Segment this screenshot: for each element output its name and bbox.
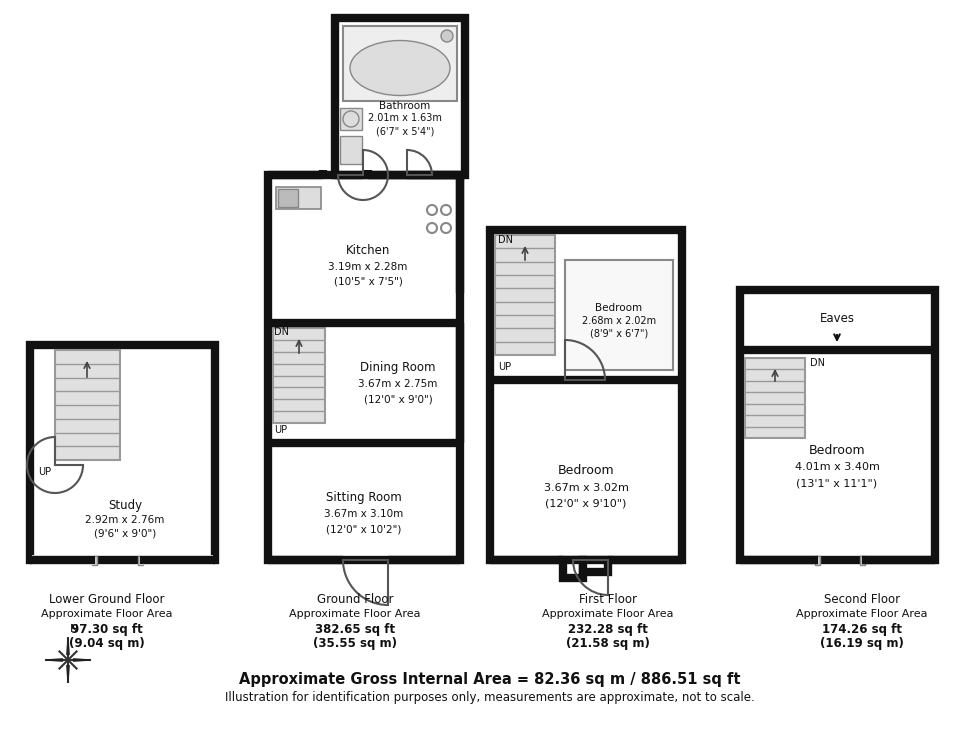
- Text: Dining Room: Dining Room: [361, 362, 436, 374]
- Text: Approximate Floor Area: Approximate Floor Area: [542, 609, 674, 619]
- Bar: [495, 235, 555, 355]
- Text: 3.19m x 2.28m: 3.19m x 2.28m: [328, 262, 408, 272]
- Text: Illustration for identification purposes only, measurements are approximate, not: Illustration for identification purposes…: [225, 691, 755, 704]
- Text: First Floor: First Floor: [579, 593, 637, 606]
- Text: Bedroom: Bedroom: [808, 443, 865, 457]
- Text: Study: Study: [108, 498, 142, 511]
- Text: (6'7" x 5'4"): (6'7" x 5'4"): [375, 126, 434, 136]
- Bar: [490, 230, 682, 560]
- Text: Eaves: Eaves: [819, 312, 855, 325]
- Text: DN: DN: [810, 358, 825, 368]
- Text: Second Floor: Second Floor: [824, 593, 900, 606]
- Bar: [335, 18, 465, 175]
- Text: Approximate Gross Internal Area = 82.36 sq m / 886.51 sq ft: Approximate Gross Internal Area = 82.36 …: [239, 672, 741, 687]
- Bar: [740, 290, 935, 560]
- Text: (9.04 sq m): (9.04 sq m): [70, 637, 145, 650]
- Bar: [745, 358, 805, 438]
- Text: Sitting Room: Sitting Room: [326, 492, 402, 504]
- Text: Approximate Floor Area: Approximate Floor Area: [797, 609, 928, 619]
- Text: DN: DN: [274, 327, 289, 337]
- Text: 3.67m x 2.75m: 3.67m x 2.75m: [359, 379, 438, 389]
- Text: (13'1" x 11'1"): (13'1" x 11'1"): [797, 478, 877, 488]
- Text: (35.55 sq m): (35.55 sq m): [313, 637, 397, 650]
- Circle shape: [441, 30, 453, 42]
- Text: Lower Ground Floor: Lower Ground Floor: [49, 593, 165, 606]
- Bar: [30, 345, 215, 560]
- Text: 382.65 sq ft: 382.65 sq ft: [315, 623, 395, 636]
- Text: (21.58 sq m): (21.58 sq m): [566, 637, 650, 650]
- Polygon shape: [67, 638, 70, 655]
- Text: Ground Floor: Ground Floor: [317, 593, 393, 606]
- Text: 232.28 sq ft: 232.28 sq ft: [568, 623, 648, 636]
- Text: Bedroom: Bedroom: [558, 464, 614, 476]
- Text: 4.01m x 3.40m: 4.01m x 3.40m: [795, 462, 879, 472]
- Bar: [815, 556, 820, 565]
- Polygon shape: [46, 659, 63, 661]
- Bar: [583, 560, 608, 572]
- Bar: [276, 187, 321, 209]
- Bar: [340, 108, 362, 130]
- Text: (16.19 sq m): (16.19 sq m): [820, 637, 904, 650]
- Text: (8'9" x 6'7"): (8'9" x 6'7"): [590, 329, 648, 339]
- Text: UP: UP: [274, 425, 287, 435]
- Bar: [860, 556, 865, 565]
- Text: (12'0" x 9'0"): (12'0" x 9'0"): [364, 394, 432, 404]
- Text: Kitchen: Kitchen: [346, 244, 390, 257]
- Bar: [138, 556, 143, 565]
- Text: (9'6" x 9'0"): (9'6" x 9'0"): [94, 529, 156, 539]
- Text: Approximate Floor Area: Approximate Floor Area: [289, 609, 420, 619]
- Bar: [278, 189, 298, 207]
- Text: 3.67m x 3.10m: 3.67m x 3.10m: [324, 509, 404, 519]
- Text: 3.67m x 3.02m: 3.67m x 3.02m: [544, 483, 628, 493]
- Polygon shape: [67, 665, 70, 682]
- Text: UP: UP: [38, 467, 51, 477]
- Text: Approximate Floor Area: Approximate Floor Area: [41, 609, 172, 619]
- Bar: [92, 556, 97, 565]
- Text: Bathroom: Bathroom: [379, 101, 430, 111]
- Text: 2.68m x 2.02m: 2.68m x 2.02m: [582, 316, 656, 326]
- Text: 97.30 sq ft: 97.30 sq ft: [72, 623, 143, 636]
- Bar: [343, 26, 457, 101]
- Text: Bedroom: Bedroom: [596, 303, 643, 313]
- Text: 2.01m x 1.63m: 2.01m x 1.63m: [368, 113, 442, 123]
- Bar: [55, 350, 120, 460]
- Text: (12'0" x 10'2"): (12'0" x 10'2"): [326, 524, 402, 534]
- Bar: [340, 136, 362, 164]
- Text: DN: DN: [498, 235, 513, 245]
- Text: (12'0" x 9'10"): (12'0" x 9'10"): [545, 499, 626, 509]
- Polygon shape: [74, 659, 90, 661]
- Ellipse shape: [350, 41, 450, 95]
- Bar: [565, 260, 673, 370]
- Text: 174.26 sq ft: 174.26 sq ft: [822, 623, 902, 636]
- Text: UP: UP: [498, 362, 512, 372]
- Bar: [273, 328, 325, 423]
- Bar: [563, 560, 583, 578]
- Bar: [268, 175, 460, 560]
- Text: 2.92m x 2.76m: 2.92m x 2.76m: [85, 515, 165, 525]
- Text: N: N: [70, 624, 78, 634]
- Text: (10'5" x 7'5"): (10'5" x 7'5"): [333, 277, 403, 287]
